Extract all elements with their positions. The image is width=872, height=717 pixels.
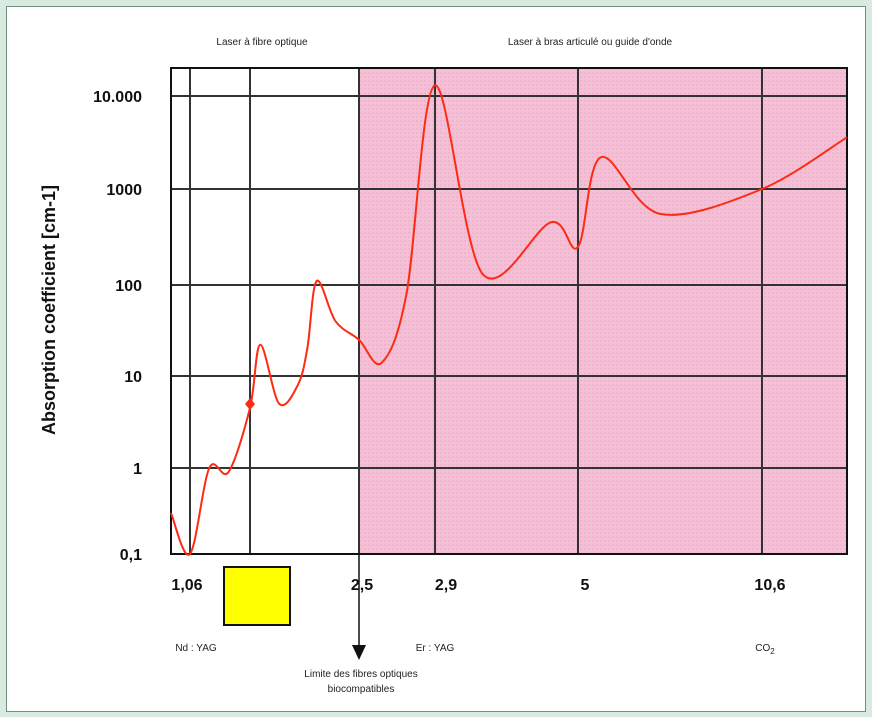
y-tick-label: 1 bbox=[133, 461, 142, 478]
laser-label-co2: CO2 bbox=[755, 643, 775, 656]
x-tick-label: 2,5 bbox=[351, 577, 373, 594]
absorption-curve bbox=[170, 84, 848, 556]
x-tick-label: 2,9 bbox=[435, 577, 457, 594]
y-tick-label: 1000 bbox=[106, 182, 142, 199]
x-tick-label: 1,06 bbox=[171, 577, 202, 594]
x-tick-label: 5 bbox=[581, 577, 590, 594]
fiber-limit-label-line2: biocompatibles bbox=[328, 684, 395, 695]
annotation-articulated-arm-laser: Laser à bras articulé ou guide d'onde bbox=[508, 37, 673, 48]
plot-area-border bbox=[170, 67, 848, 555]
y-tick-label: 0,1 bbox=[120, 547, 142, 564]
laser-label-nd-yag: Nd : YAG bbox=[175, 643, 217, 654]
y-axis-label: Absorption coefficient [cm-1] bbox=[39, 185, 59, 435]
y-tick-label: 10 bbox=[124, 369, 142, 386]
x-tick-label: 10,6 bbox=[754, 577, 785, 594]
down-arrow-icon bbox=[352, 645, 366, 660]
fiber-limit-label-line1: Limite des fibres optiques bbox=[304, 669, 417, 680]
nd-yap-highlight-box bbox=[223, 566, 291, 626]
annotation-fiber-laser: Laser à fibre optique bbox=[216, 37, 308, 48]
y-tick-label: 10.000 bbox=[93, 89, 142, 106]
y-tick-labels: 0,1 1 10 100 1000 10.000 bbox=[93, 89, 142, 564]
nd-yap-marker-icon bbox=[245, 398, 255, 410]
fiber-limit-shaded-region bbox=[359, 68, 847, 554]
laser-label-er-yag: Er : YAG bbox=[416, 643, 455, 654]
y-tick-label: 100 bbox=[115, 278, 142, 295]
